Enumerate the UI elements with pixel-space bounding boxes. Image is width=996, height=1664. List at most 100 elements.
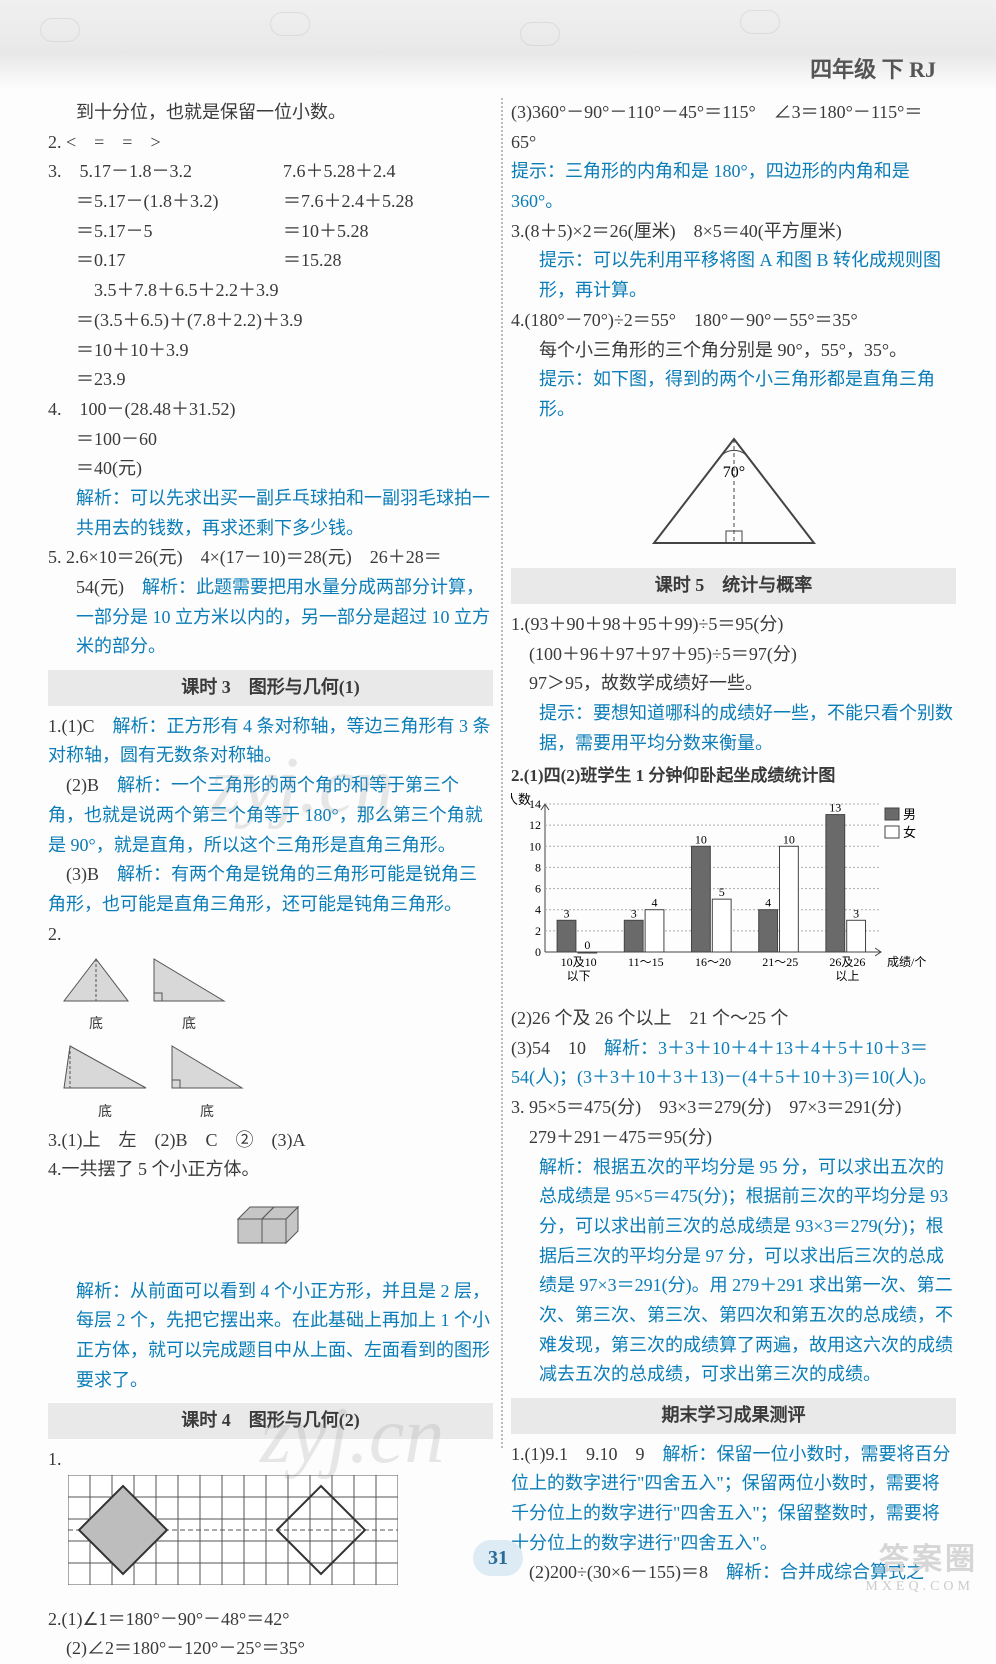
cloud-deco — [520, 22, 560, 46]
line: (2)26 个及 26 个以上 21 个～25 个 — [511, 1004, 956, 1034]
line: 3. 95×5＝475(分) 93×3＝279(分) 97×3＝291(分) — [511, 1093, 956, 1123]
page-grade-title: 四年级 下 RJ — [810, 52, 936, 88]
cloud-deco — [740, 10, 780, 34]
line: 4. 100－(28.48＋31.52) — [48, 395, 493, 425]
line: ＝40(元) — [48, 454, 493, 484]
explain: 解析：根据五次的平均分是 95 分，可以求出五次的总成绩是 95×5＝475(分… — [511, 1153, 956, 1391]
line: ＝23.9 — [48, 365, 493, 395]
svg-text:女: 女 — [903, 825, 916, 840]
bar-chart-svg: 人数02468101214男女3010及10以下3411～1510516～204… — [511, 792, 951, 992]
cube-figure — [48, 1189, 493, 1273]
line: 到十分位，也就是保留一位小数。 — [48, 98, 493, 128]
line: (3)360°－90°－110°－45°＝115° ∠3＝180°－115°＝ — [511, 98, 956, 128]
hint: 提示：可以先利用平移将图 A 和图 B 转化成规则图形，再计算。 — [511, 246, 956, 305]
grid-figure — [68, 1475, 493, 1605]
q1-label: 1. — [48, 1445, 493, 1475]
content-columns: 到十分位，也就是保留一位小数。 2. < = = > 3. 5.17－1.8－3… — [0, 90, 996, 1664]
line: ＝100－60 — [48, 425, 493, 455]
triangle-figure: 70° — [511, 431, 956, 561]
svg-text:11～15: 11～15 — [628, 955, 664, 969]
line: 54(元) 解析：此题需要把用水量分成两部分计算，一部分是 10 立方米以内的，… — [48, 573, 493, 662]
right-column: (3)360°－90°－110°－45°＝115° ∠3＝180°－115°＝ … — [511, 98, 956, 1664]
svg-text:3: 3 — [631, 907, 637, 921]
svg-text:成绩/个: 成绩/个 — [887, 955, 926, 969]
cloud-deco — [40, 18, 80, 42]
explain: 解析：可以先求出买一副乒乓球拍和一副羽毛球拍一共用去的钱数，再求还剩下多少钱。 — [48, 484, 493, 543]
svg-text:4: 4 — [765, 896, 771, 910]
line: 65° — [511, 128, 956, 158]
line: 3. 5.17－1.8－3.2 — [48, 157, 283, 187]
line: 7.6＋5.28＋2.4 — [283, 157, 414, 187]
line: 1.(1)C 解析：正方形有 4 条对称轴，等边三角形有 3 条对称轴，圆有无数… — [48, 712, 493, 771]
q3-row: 3. 5.17－1.8－3.2 ＝5.17－(1.8＋3.2) ＝5.17－5 … — [48, 157, 493, 276]
hint: 提示：要想知道哪科的成绩好一些，不能只看个别数据，需要用平均分数来衡量。 — [511, 699, 956, 758]
bar-chart: 2.(1)四(2)班学生 1 分钟仰卧起坐成绩统计图 人数 0 2 4 6 8 10 12 14… — [511, 762, 956, 1002]
small-triangle: 底 — [60, 1042, 150, 1123]
line: 97＞95，故数学成绩好一些。 — [511, 669, 956, 699]
line: ＝(3.5＋6.5)＋(7.8＋2.2)＋3.9 — [48, 306, 493, 336]
line: ＝0.17 — [48, 246, 283, 276]
section-title: 课时 5 统计与概率 — [511, 568, 956, 604]
line: 1.(93＋90＋98＋95＋99)÷5＝95(分) — [511, 610, 956, 640]
section-title: 课时 4 图形与几何(2) — [48, 1403, 493, 1439]
svg-text:14: 14 — [529, 797, 541, 811]
svg-text:3: 3 — [853, 907, 859, 921]
page-header: 四年级 下 RJ — [0, 0, 996, 90]
hint: 提示：如下图，得到的两个小三角形都是直角三角形。 — [511, 365, 956, 424]
line: ＝10＋5.28 — [283, 217, 414, 247]
hint: 提示：三角形的内角和是 180°，四边形的内角和是 360°。 — [511, 157, 956, 216]
svg-text:4: 4 — [652, 896, 658, 910]
line: (2)B 解析：一个三角形的两个角的和等于第三个角，也就是说两个第三个角等于 1… — [48, 771, 493, 860]
line: ＝10＋10＋3.9 — [48, 336, 493, 366]
cloud-deco — [270, 12, 310, 36]
svg-text:男: 男 — [903, 807, 916, 822]
triangle-row: 底 底 — [60, 955, 493, 1036]
q2: 2. < = = > — [48, 128, 493, 158]
line: (2)∠2＝180°－120°－25°＝35° — [48, 1634, 493, 1664]
small-triangle: 底 — [150, 955, 228, 1036]
line: 2.(1)∠1＝180°－90°－48°＝42° — [48, 1605, 493, 1635]
svg-text:5: 5 — [719, 886, 725, 900]
line: ＝5.17－(1.8＋3.2) — [48, 187, 283, 217]
svg-text:人数: 人数 — [511, 792, 531, 807]
svg-text:4: 4 — [535, 903, 541, 917]
line: 4.(180°－70°)÷2＝55° 180°－90°－55°＝35° — [511, 306, 956, 336]
line: (3)54 10 解析：3＋3＋10＋4＋13＋4＋5＋10＋3＝54(人)；(… — [511, 1034, 956, 1093]
svg-text:10: 10 — [695, 833, 707, 847]
svg-text:10: 10 — [783, 833, 795, 847]
svg-text:以下: 以下 — [567, 969, 591, 983]
svg-text:16～20: 16～20 — [695, 955, 731, 969]
q2-label: 2. — [48, 920, 493, 950]
svg-text:以上: 以上 — [835, 969, 859, 983]
triangle-row: 底 底 — [60, 1042, 493, 1123]
svg-text:13: 13 — [829, 801, 841, 815]
svg-text:0: 0 — [584, 938, 590, 952]
svg-text:10: 10 — [529, 840, 541, 854]
line: 3.(8＋5)×2＝26(厘米) 8×5＝40(平方厘米) — [511, 217, 956, 247]
line: 每个小三角形的三个角分别是 90°，55°，35°。 — [511, 336, 956, 366]
footer-url: MXEQ.COM — [865, 1575, 974, 1598]
explain: 解析：从前面可以看到 4 个小正方形，并且是 2 层，每层 2 个，先把它摆出来… — [48, 1277, 493, 1396]
svg-text:10及10: 10及10 — [561, 955, 597, 969]
line: ＝5.17－5 — [48, 217, 283, 247]
line: 5. 2.6×10＝26(元) 4×(17－10)＝28(元) 26＋28＝ — [48, 543, 493, 573]
svg-text:2: 2 — [535, 924, 541, 938]
svg-text:12: 12 — [529, 819, 541, 833]
section-title: 期末学习成果测评 — [511, 1398, 956, 1434]
svg-text:70°: 70° — [722, 464, 744, 481]
line: 279＋291－475＝95(分) — [511, 1123, 956, 1153]
small-triangle: 底 — [60, 955, 132, 1036]
svg-text:26及26: 26及26 — [829, 955, 865, 969]
svg-text:6: 6 — [535, 882, 541, 896]
line: ＝15.28 — [283, 246, 414, 276]
chart-title: 2.(1)四(2)班学生 1 分钟仰卧起坐成绩统计图 — [511, 762, 956, 790]
line: (3)B 解析：有两个角是锐角的三角形可能是锐角三角形，也可能是直角三角形，还可… — [48, 860, 493, 919]
small-triangle: 底 — [168, 1042, 246, 1123]
svg-text:21～25: 21～25 — [762, 955, 798, 969]
column-divider — [501, 98, 503, 1448]
line: 3.(1)上 左 (2)B C ② (3)A — [48, 1126, 493, 1156]
line: ＝7.6＋2.4＋5.28 — [283, 187, 414, 217]
page-number: 31 — [473, 1540, 523, 1576]
svg-text:8: 8 — [535, 861, 541, 875]
svg-text:3: 3 — [564, 907, 570, 921]
